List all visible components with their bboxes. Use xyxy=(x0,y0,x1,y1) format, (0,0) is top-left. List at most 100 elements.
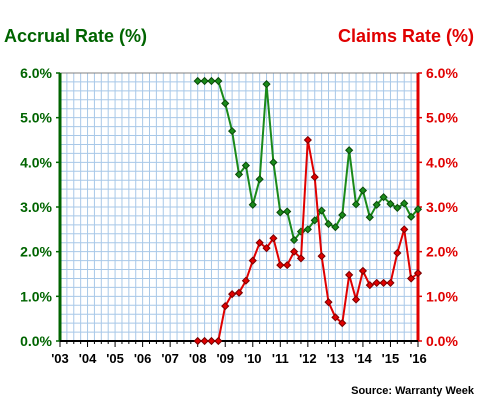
x-tick-label: '16 xyxy=(409,351,427,366)
claims-data-point xyxy=(289,247,299,256)
right-tick-label: 1.0% xyxy=(426,288,458,304)
x-tick-label: '08 xyxy=(189,351,207,366)
accrual-data-point xyxy=(214,76,223,86)
claims-data-point xyxy=(400,225,409,234)
accrual-data-point xyxy=(358,186,368,195)
claims-data-point xyxy=(310,172,319,182)
x-tick-label: '09 xyxy=(216,351,234,366)
accrual-data-point xyxy=(228,126,237,136)
grid-layer xyxy=(59,72,419,342)
accrual-data-point xyxy=(400,199,409,208)
claims-data-point xyxy=(372,278,381,288)
claims-data-point xyxy=(338,319,347,328)
left-tick-label: 1.0% xyxy=(20,288,52,304)
accrual-data-point xyxy=(289,235,299,245)
claims-data-point xyxy=(351,295,361,304)
right-tick-label: 5.0% xyxy=(426,110,458,126)
accrual-data-point xyxy=(276,208,285,217)
right-tick-label: 3.0% xyxy=(426,199,458,215)
right-tick-label: 2.0% xyxy=(426,244,458,260)
claims-data-point xyxy=(214,336,223,346)
x-tick-label: '10 xyxy=(244,351,262,366)
accrual-data-point xyxy=(303,225,312,234)
claims-data-point xyxy=(413,268,423,278)
claims-data-point xyxy=(255,238,264,247)
right-axis-title: Claims Rate (%) xyxy=(338,26,474,46)
accrual-data-point xyxy=(379,193,388,202)
claims-data-point xyxy=(283,260,292,270)
right-tick-label: 4.0% xyxy=(426,154,458,170)
claims-data-point xyxy=(303,135,312,145)
x-tick-label: '11 xyxy=(272,351,289,366)
accrual-data-point xyxy=(393,203,402,213)
claims-data-point xyxy=(317,252,326,261)
accrual-data-point xyxy=(310,216,319,225)
accrual-data-point xyxy=(338,210,347,220)
accrual-data-point xyxy=(413,205,423,214)
accrual-data-point xyxy=(351,200,361,209)
x-tick-label: '03 xyxy=(51,351,69,366)
source-label: Source: Warranty Week xyxy=(351,385,475,397)
right-tick-label: 0.0% xyxy=(426,333,458,349)
left-tick-label: 4.0% xyxy=(20,154,52,170)
claims-data-point xyxy=(276,260,285,270)
claims-data-point xyxy=(379,278,388,288)
left-tick-label: 2.0% xyxy=(20,244,52,260)
claims-data-point xyxy=(234,288,244,297)
left-tick-label: 5.0% xyxy=(20,110,52,126)
accrual-data-point xyxy=(221,99,230,108)
series-layer xyxy=(193,76,423,346)
accrual-data-point xyxy=(255,175,264,184)
accrual-data-point xyxy=(200,76,209,86)
claims-data-point xyxy=(345,270,354,280)
left-tick-label: 6.0% xyxy=(20,65,52,81)
x-tick-label: '15 xyxy=(382,351,400,366)
accrual-data-point xyxy=(324,219,333,229)
x-tick-label: '12 xyxy=(299,351,317,366)
accrual-data-point xyxy=(407,212,416,221)
accrual-data-point xyxy=(207,76,216,86)
accrual-data-point xyxy=(241,161,250,170)
accrual-data-point xyxy=(317,206,326,215)
claims-data-point xyxy=(207,336,216,346)
claims-data-point xyxy=(407,274,416,283)
text-layer: Accrual Rate (%) Claims Rate (%) Source:… xyxy=(4,26,475,397)
claims-data-point xyxy=(331,313,340,322)
accrual-data-point xyxy=(234,170,244,179)
claims-data-point xyxy=(393,248,402,258)
accrual-data-point xyxy=(365,213,374,222)
accrual-data-point xyxy=(372,200,381,209)
left-axis-title: Accrual Rate (%) xyxy=(4,26,147,46)
accrual-data-point xyxy=(248,200,257,209)
x-tick-label: '13 xyxy=(327,351,345,366)
left-tick-label: 0.0% xyxy=(20,333,52,349)
accrual-data-point xyxy=(283,207,292,216)
x-tick-label: '04 xyxy=(79,351,97,366)
accrual-data-point xyxy=(345,146,354,155)
claims-data-point xyxy=(365,281,374,290)
claims-data-point xyxy=(269,234,278,243)
claims-data-point xyxy=(221,302,230,311)
x-tick-label: '14 xyxy=(354,351,372,366)
claims-data-point xyxy=(386,278,395,288)
right-tick-label: 6.0% xyxy=(426,65,458,81)
x-tick-label: '05 xyxy=(106,351,124,366)
accrual-data-point xyxy=(386,199,395,208)
x-tick-label: '06 xyxy=(134,351,152,366)
claims-data-point xyxy=(324,298,333,307)
claims-data-point xyxy=(262,243,271,253)
x-tick-label: '07 xyxy=(161,351,179,366)
accrual-data-point xyxy=(331,222,340,232)
left-tick-label: 3.0% xyxy=(20,199,52,215)
accrual-data-point xyxy=(262,80,271,89)
claims-data-point xyxy=(358,266,368,275)
claims-data-point xyxy=(193,336,202,346)
claims-data-point xyxy=(296,254,306,263)
claims-data-point xyxy=(248,256,257,265)
claims-data-point xyxy=(200,336,209,346)
claims-data-point xyxy=(228,289,237,299)
accrual-data-point xyxy=(269,158,278,167)
accrual-data-point xyxy=(193,76,202,86)
